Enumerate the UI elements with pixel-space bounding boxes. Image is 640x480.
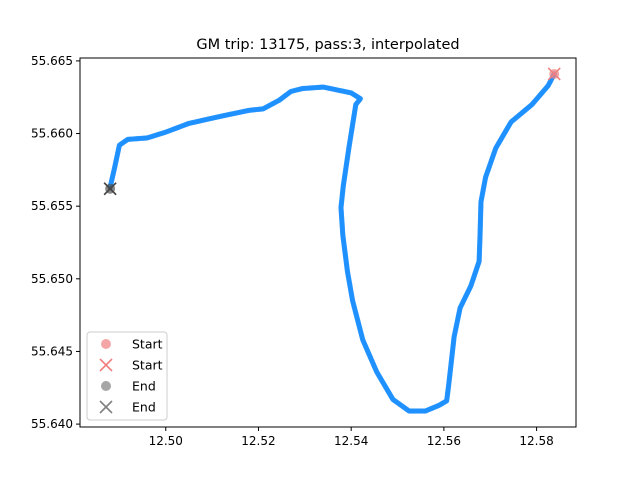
legend-marker-x (99, 358, 113, 372)
y-tick-label: 55.650 (31, 272, 73, 286)
y-axis: 55.640 55.645 55.650 55.655 55.660 55.665 (31, 54, 80, 431)
legend-box (86, 331, 168, 421)
x-tick-label: 12.54 (334, 434, 368, 448)
x-tick-label: 12.56 (427, 434, 461, 448)
y-tick-label: 55.665 (31, 54, 73, 68)
legend: Start Start End End (86, 331, 168, 421)
legend-marker-x (99, 400, 113, 414)
start-marker-x (547, 67, 561, 81)
end-marker-x (103, 182, 117, 196)
legend-label: End (132, 400, 156, 415)
y-tick-label: 55.640 (31, 417, 73, 431)
legend-label: Start (132, 337, 163, 352)
x-tick-label: 12.58 (519, 434, 553, 448)
legend-marker-circle (101, 339, 111, 349)
marker-layer (103, 67, 561, 196)
chart-title: GM trip: 13175, pass:3, interpolated (196, 37, 459, 53)
plot-frame (79, 57, 577, 428)
legend-label: Start (132, 358, 163, 373)
legend-label: End (132, 379, 156, 394)
y-tick-label: 55.660 (31, 127, 73, 141)
x-tick-label: 12.52 (241, 434, 275, 448)
y-tick-label: 55.655 (31, 199, 73, 213)
x-axis: 12.50 12.52 12.54 12.56 12.58 (149, 427, 554, 448)
legend-marker-circle (101, 381, 111, 391)
y-tick-label: 55.645 (31, 344, 73, 358)
x-tick-label: 12.50 (149, 434, 183, 448)
